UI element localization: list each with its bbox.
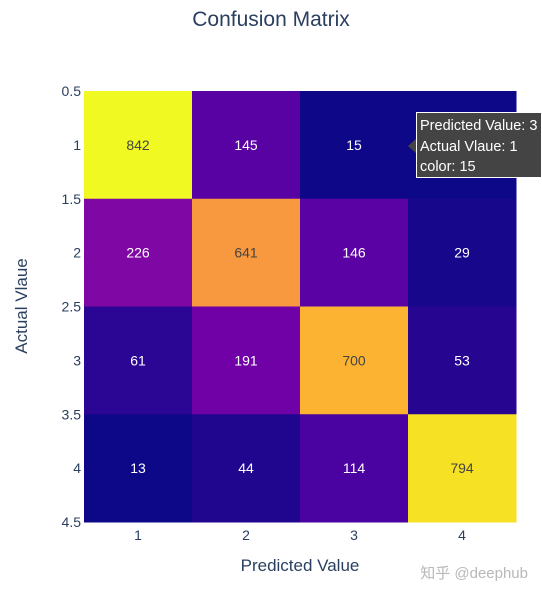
x-tick-label: 1 bbox=[134, 527, 142, 543]
cell-value-label: 641 bbox=[234, 245, 258, 261]
x-axis-label: Predicted Value bbox=[240, 556, 360, 575]
hover-line-color: color: 15 bbox=[420, 159, 476, 175]
heatmap-cell bbox=[192, 198, 301, 307]
cell-value-label: 53 bbox=[454, 352, 470, 368]
cell-value-label: 700 bbox=[342, 352, 366, 368]
watermark: 知乎 @deephub bbox=[420, 565, 528, 582]
x-tick-label: 2 bbox=[242, 527, 250, 543]
hover-line-predicted: Predicted Value: 3 bbox=[420, 118, 538, 134]
x-tick-label: 3 bbox=[350, 527, 358, 543]
heatmap-cell bbox=[300, 414, 409, 523]
y-tick-label: 2 bbox=[73, 245, 81, 261]
heatmap-cell bbox=[192, 91, 301, 200]
heatmap-cell bbox=[192, 414, 301, 523]
heatmap-cell bbox=[300, 306, 409, 415]
y-tick-label: 1 bbox=[73, 137, 81, 153]
y-tick-label: 3.5 bbox=[62, 406, 82, 422]
cell-value-label: 842 bbox=[126, 137, 150, 153]
heatmap-cell bbox=[300, 91, 409, 200]
hover-tooltip-arrow bbox=[408, 138, 417, 154]
cell-value-label: 13 bbox=[130, 460, 146, 476]
cell-value-label: 145 bbox=[234, 137, 258, 153]
cell-value-label: 226 bbox=[126, 245, 150, 261]
y-tick-label: 1.5 bbox=[62, 191, 82, 207]
cell-value-label: 15 bbox=[346, 137, 362, 153]
heatmap-cell bbox=[408, 306, 517, 415]
cell-value-label: 114 bbox=[343, 460, 366, 476]
cell-value-label: 794 bbox=[450, 460, 474, 476]
heatmap-cell bbox=[408, 198, 517, 307]
heatmap-cell bbox=[84, 306, 193, 415]
heatmap-cell bbox=[84, 91, 193, 200]
heatmap-cell bbox=[300, 198, 409, 307]
cell-value-label: 146 bbox=[342, 245, 366, 261]
cell-value-label: 44 bbox=[238, 460, 254, 476]
heatmap-cell bbox=[84, 414, 193, 523]
y-tick-label: 4 bbox=[73, 460, 81, 476]
heatmap-cell bbox=[408, 414, 517, 523]
y-axis-label: Actual Vlaue bbox=[12, 258, 31, 354]
x-tick-label: 4 bbox=[458, 527, 466, 543]
cell-value-label: 191 bbox=[234, 352, 258, 368]
heatmap-cell bbox=[192, 306, 301, 415]
hover-tooltip: Predicted Value: 3 Actual Vlaue: 1 color… bbox=[416, 112, 542, 178]
y-tick-label: 0.5 bbox=[62, 83, 82, 99]
hover-line-actual: Actual Vlaue: 1 bbox=[420, 138, 518, 155]
heatmap-cell bbox=[84, 198, 193, 307]
y-tick-label: 2.5 bbox=[62, 299, 82, 315]
cell-value-label: 29 bbox=[454, 245, 470, 261]
y-tick-label: 4.5 bbox=[62, 514, 82, 530]
chart-title: Confusion Matrix bbox=[192, 8, 350, 31]
cell-value-label: 61 bbox=[130, 352, 146, 368]
y-tick-label: 3 bbox=[73, 352, 81, 368]
